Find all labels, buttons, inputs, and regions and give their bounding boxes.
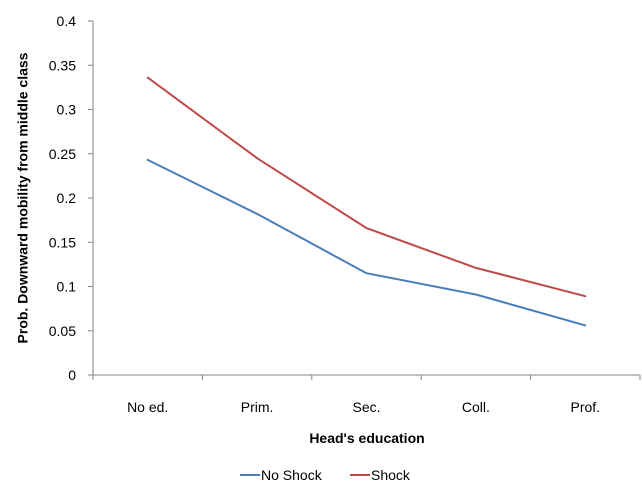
y-ticks: 0 0.05 0.1 0.15 0.2 0.25 0.3 0.35 0.4 [49, 13, 93, 383]
axes [92, 21, 640, 376]
y-tick-label: 0.4 [57, 13, 77, 29]
series [146, 76, 587, 327]
x-tick-label: Prim. [241, 399, 274, 415]
legend-item-no-shock: No Shock [240, 467, 323, 483]
legend: No Shock Shock [240, 467, 411, 483]
y-tick-label: 0.15 [49, 234, 76, 250]
series-line-no-shock [146, 158, 587, 327]
y-tick-label: 0.05 [49, 323, 76, 339]
x-axis-title: Head's education [309, 430, 424, 446]
y-tick-label: 0.35 [49, 57, 76, 73]
y-axis-title: Prob. Downward mobility from middle clas… [15, 52, 31, 343]
legend-label-no-shock: No Shock [261, 467, 323, 483]
y-tick-label: 0.25 [49, 146, 76, 162]
x-tick-label: Prof. [571, 399, 601, 415]
legend-item-shock: Shock [350, 467, 411, 483]
y-tick-label: 0.2 [57, 190, 77, 206]
y-tick-label: 0.3 [57, 102, 77, 118]
x-ticks: No ed. Prim. Sec. Coll. Prof. [92, 375, 641, 415]
x-tick-label: Coll. [462, 399, 490, 415]
x-tick-label: Sec. [352, 399, 380, 415]
series-line-shock [146, 76, 587, 298]
y-tick-label: 0 [68, 367, 76, 383]
x-tick-label: No ed. [127, 399, 168, 415]
legend-label-shock: Shock [371, 467, 411, 483]
y-tick-label: 0.1 [57, 279, 77, 295]
